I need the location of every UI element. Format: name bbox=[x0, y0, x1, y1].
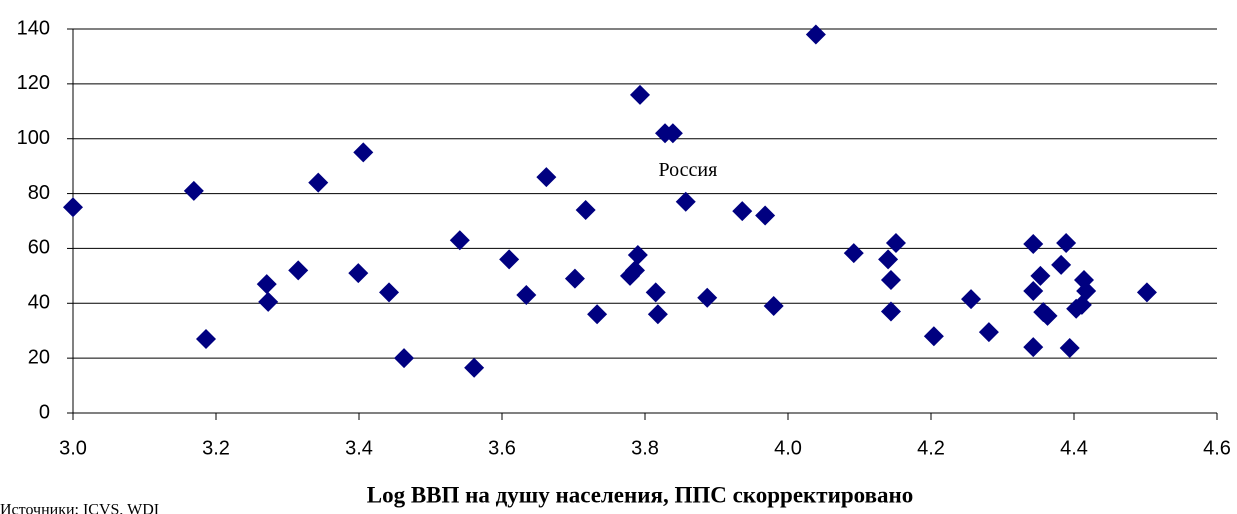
point bbox=[843, 243, 864, 264]
point bbox=[805, 24, 826, 45]
point bbox=[449, 230, 470, 251]
x-tick-label: 4.4 bbox=[1060, 437, 1088, 459]
point bbox=[978, 322, 999, 343]
point bbox=[587, 304, 608, 325]
point bbox=[394, 348, 415, 369]
source-note: Источники: ICVS, WDI bbox=[0, 502, 159, 514]
y-tick-label: 120 bbox=[17, 72, 50, 94]
point bbox=[885, 232, 906, 253]
x-tick-label: 3.2 bbox=[202, 437, 230, 459]
point bbox=[1030, 265, 1051, 286]
point bbox=[629, 84, 650, 105]
y-tick-label: 40 bbox=[28, 292, 50, 314]
point bbox=[662, 123, 683, 144]
point bbox=[961, 289, 982, 310]
x-tick-label: 3.0 bbox=[59, 437, 87, 459]
point bbox=[464, 357, 485, 378]
point bbox=[353, 142, 374, 163]
point bbox=[183, 180, 204, 201]
x-tick-label: 3.8 bbox=[631, 437, 659, 459]
point bbox=[536, 167, 557, 188]
point bbox=[878, 249, 899, 270]
x-axis-label: Log ВВП на душу населения, ППС скорректи… bbox=[367, 482, 914, 507]
point bbox=[1023, 234, 1044, 255]
point bbox=[627, 245, 648, 266]
point bbox=[258, 291, 279, 312]
point bbox=[923, 326, 944, 347]
point bbox=[308, 172, 329, 193]
point bbox=[1059, 337, 1080, 358]
point bbox=[675, 191, 696, 212]
point bbox=[1023, 337, 1044, 358]
y-tick-label: 60 bbox=[28, 237, 50, 259]
point bbox=[647, 304, 668, 325]
y-tick-label: 0 bbox=[39, 401, 50, 423]
y-tick-label: 140 bbox=[17, 17, 50, 39]
point bbox=[1051, 254, 1072, 275]
point bbox=[516, 285, 537, 306]
x-tick-label: 3.6 bbox=[488, 437, 516, 459]
x-tick-label: 3.4 bbox=[345, 437, 373, 459]
point bbox=[624, 260, 645, 281]
point bbox=[880, 301, 901, 322]
x-tick-label: 4.0 bbox=[774, 437, 802, 459]
annotation: Россия bbox=[659, 159, 718, 181]
point bbox=[256, 274, 277, 295]
point bbox=[645, 282, 666, 303]
point bbox=[1037, 305, 1058, 326]
point bbox=[732, 201, 753, 222]
point bbox=[575, 200, 596, 221]
point bbox=[195, 328, 216, 349]
point bbox=[763, 296, 784, 317]
point bbox=[63, 197, 83, 218]
point bbox=[499, 249, 520, 270]
point bbox=[379, 282, 400, 303]
point bbox=[1076, 280, 1097, 301]
point bbox=[697, 287, 718, 308]
point bbox=[1023, 280, 1044, 301]
point bbox=[564, 268, 585, 289]
point bbox=[288, 260, 309, 281]
y-tick-label: 80 bbox=[28, 182, 50, 204]
point bbox=[1056, 232, 1077, 253]
point bbox=[1136, 282, 1157, 303]
x-tick-label: 4.6 bbox=[1203, 437, 1231, 459]
y-tick-label: 20 bbox=[28, 346, 50, 368]
y-tick-label: 100 bbox=[17, 127, 50, 149]
point bbox=[880, 269, 901, 290]
point bbox=[755, 205, 776, 226]
x-tick-label: 4.2 bbox=[917, 437, 945, 459]
point bbox=[348, 263, 369, 284]
